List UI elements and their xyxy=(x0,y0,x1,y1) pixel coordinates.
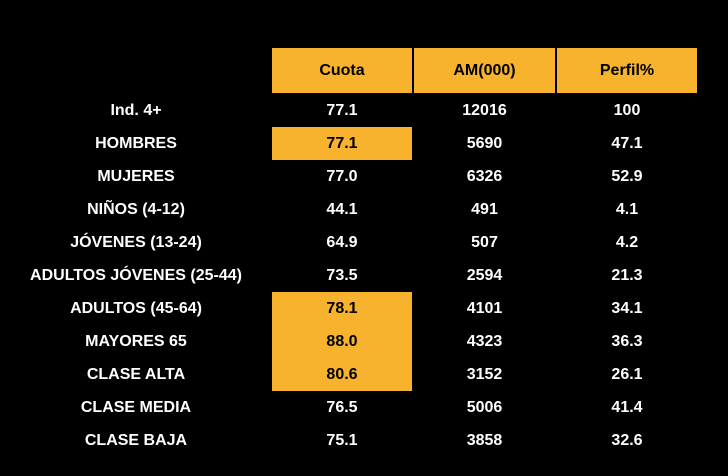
row-label: CLASE ALTA xyxy=(86,365,186,383)
table-row: ADULTOS JÓVENES (25-44) 73.5 2594 21.3 xyxy=(0,259,697,292)
column-header-am: AM(000) xyxy=(414,48,555,93)
perfil-value: 34.1 xyxy=(611,299,643,317)
table-body: Ind. 4+ 77.1 12016 100 HOMBRES 77.1 5690 47.1 MU… xyxy=(0,94,697,457)
cuota-value: 88.0 xyxy=(272,325,412,358)
am-value: 5006 xyxy=(466,398,503,416)
table-row: NIÑOS (4-12) 44.1 491 4.1 xyxy=(0,193,697,226)
row-label: NIÑOS (4-12) xyxy=(87,200,185,218)
perfil-value: 21.3 xyxy=(611,266,643,284)
am-value: 2594 xyxy=(466,266,503,284)
am-value: 3858 xyxy=(466,431,503,449)
perfil-value: 52.9 xyxy=(611,167,643,185)
row-label: HOMBRES xyxy=(95,134,177,152)
perfil-value: 4.1 xyxy=(615,200,639,218)
am-value: 4323 xyxy=(466,332,503,350)
cuota-value: 73.5 xyxy=(326,266,358,284)
row-label: MUJERES xyxy=(97,167,175,185)
table-row: JÓVENES (13-24) 64.9 507 4.2 xyxy=(0,226,697,259)
row-label: ADULTOS JÓVENES (25-44) xyxy=(30,266,242,284)
row-label: CLASE MEDIA xyxy=(80,398,192,416)
am-value: 3152 xyxy=(466,365,503,383)
cuota-value: 75.1 xyxy=(326,431,358,449)
cuota-value: 77.0 xyxy=(326,167,358,185)
table-row: ADULTOS (45-64) 78.1 4101 34.1 xyxy=(0,292,697,325)
perfil-value: 47.1 xyxy=(611,134,643,152)
am-value: 4101 xyxy=(466,299,503,317)
am-value: 5690 xyxy=(466,134,503,152)
row-label: JÓVENES (13-24) xyxy=(70,233,202,251)
am-value: 12016 xyxy=(462,101,507,119)
audience-data-table: Cuota AM(000) Perfil% Ind. 4+ 77.1 12016 10… xyxy=(0,48,697,457)
perfil-value: 26.1 xyxy=(611,365,643,383)
table-row: MAYORES 65 88.0 4323 36.3 xyxy=(0,325,697,358)
cuota-value: 77.1 xyxy=(272,127,412,160)
cuota-value: 76.5 xyxy=(326,398,358,416)
column-header-cuota: Cuota xyxy=(272,48,412,93)
header-spacer xyxy=(0,48,272,93)
perfil-value: 32.6 xyxy=(611,431,643,449)
column-header-perfil: Perfil% xyxy=(557,48,697,93)
cuota-value: 78.1 xyxy=(272,292,412,325)
perfil-value: 36.3 xyxy=(611,332,643,350)
cuota-value: 80.6 xyxy=(272,358,412,391)
table-row: CLASE BAJA 75.1 3858 32.6 xyxy=(0,424,697,457)
cuota-value: 77.1 xyxy=(326,101,358,119)
perfil-value: 100 xyxy=(613,101,641,119)
row-label: ADULTOS (45-64) xyxy=(70,299,202,317)
table-row: Ind. 4+ 77.1 12016 100 xyxy=(0,94,697,127)
table-row: MUJERES 77.0 6326 52.9 xyxy=(0,160,697,193)
table-header-row: Cuota AM(000) Perfil% xyxy=(0,48,697,93)
table-row: CLASE MEDIA 76.5 5006 41.4 xyxy=(0,391,697,424)
table-row: CLASE ALTA 80.6 3152 26.1 xyxy=(0,358,697,391)
perfil-value: 4.2 xyxy=(615,233,639,251)
row-label: MAYORES 65 xyxy=(85,332,187,350)
row-label: CLASE BAJA xyxy=(84,431,188,449)
am-value: 6326 xyxy=(466,167,503,185)
perfil-value: 41.4 xyxy=(611,398,643,416)
am-value: 507 xyxy=(471,233,498,251)
cuota-value: 64.9 xyxy=(326,233,358,251)
am-value: 491 xyxy=(471,200,498,218)
cuota-value: 44.1 xyxy=(326,200,358,218)
table-row: HOMBRES 77.1 5690 47.1 xyxy=(0,127,697,160)
row-label: Ind. 4+ xyxy=(110,101,162,119)
